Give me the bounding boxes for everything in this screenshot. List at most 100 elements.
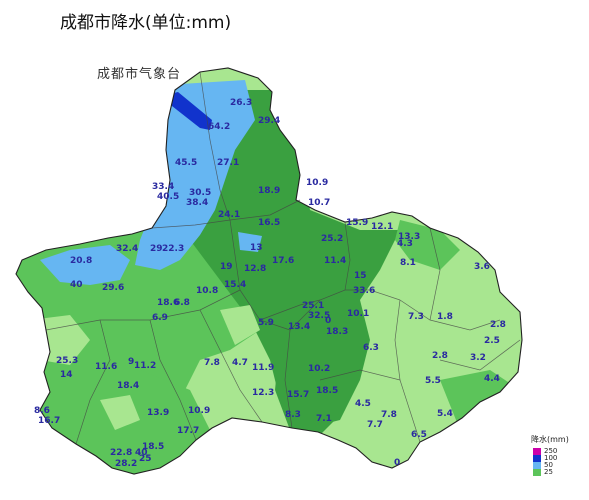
legend-swatch	[533, 469, 541, 476]
station-rainfall-label: 18.5	[142, 442, 165, 452]
station-rainfall-label: 32.5	[308, 311, 331, 321]
moderate-rain-area-east	[395, 220, 460, 270]
station-rainfall-label: 16.5	[258, 218, 281, 228]
station-rainfall-label: 28.2	[115, 459, 138, 469]
station-rainfall-label: 29.4	[258, 116, 281, 126]
station-rainfall-label: 2.8	[432, 351, 448, 361]
station-rainfall-label: 25.1	[302, 301, 325, 311]
rainstorm-patch-center	[238, 232, 262, 252]
moderate-rain-area-south	[60, 370, 210, 474]
legend-value: 250	[544, 447, 558, 455]
station-rainfall-label: 25	[139, 454, 152, 464]
station-rainfall-label: 0	[394, 458, 401, 468]
station-rainfall-label: 13.4	[288, 322, 311, 332]
light-rain-patch-2	[100, 395, 140, 430]
station-rainfall-label: 4.5	[355, 399, 371, 409]
station-rainfall-label: 2.8	[490, 320, 506, 330]
station-rainfall-label: 29	[150, 244, 163, 254]
station-rainfall-label: 12.1	[371, 222, 394, 232]
station-rainfall-label: 19	[220, 262, 233, 272]
station-rainfall-label: 22.8	[110, 448, 133, 458]
station-rainfall-label: 5.4	[437, 409, 453, 419]
station-rainfall-label: 5.5	[425, 376, 441, 386]
station-rainfall-label: 10.2	[308, 364, 331, 374]
station-rainfall-label: 3.6	[474, 262, 490, 272]
light-rain-patch-3	[220, 305, 260, 345]
station-rainfall-label: 40	[70, 280, 83, 290]
station-rainfall-label: 10.7	[308, 198, 331, 208]
station-rainfall-label: 3.2	[470, 353, 486, 363]
station-rainfall-label: 18.9	[258, 186, 281, 196]
station-rainfall-label: 12.3	[252, 388, 275, 398]
station-rainfall-label: 0	[325, 316, 332, 326]
station-rainfall-label: 11.2	[134, 361, 157, 371]
legend-title: 降水(mm)	[531, 435, 569, 444]
legend-swatch	[533, 455, 541, 462]
legend-value: 100	[544, 454, 558, 462]
station-rainfall-label: 18.3	[326, 327, 349, 337]
agency-label: 成都市气象台	[97, 67, 182, 82]
station-rainfall-label: 11.9	[252, 363, 275, 373]
legend-swatch	[533, 462, 541, 469]
station-rainfall-label: 7.1	[316, 414, 332, 424]
station-rainfall-label: 13.3	[398, 232, 421, 242]
station-rainfall-label: 38.4	[186, 198, 209, 208]
station-rainfall-label: 33.4	[152, 182, 175, 192]
station-rainfall-label: 29.6	[102, 283, 125, 293]
legend: 降水(mm) 250 100 50 25	[531, 434, 577, 480]
station-rainfall-label: 10.9	[188, 406, 211, 416]
station-rainfall-label: 8.1	[400, 258, 416, 268]
station-rainfall-label: 4.7	[232, 358, 248, 368]
station-rainfall-label: 16.7	[38, 416, 61, 426]
station-rainfall-label: 22.3	[162, 244, 185, 254]
station-rainfall-label: 64.2	[208, 122, 231, 132]
station-rainfall-label: 10.8	[196, 286, 219, 296]
station-rainfall-label: 4.4	[484, 374, 500, 384]
station-rainfall-label: 40.5	[157, 192, 180, 202]
station-rainfall-label: 6.8	[174, 298, 190, 308]
station-rainfall-label: 4.3	[397, 239, 413, 249]
station-rainfall-label: 24.1	[218, 210, 241, 220]
station-rainfall-label: 8.3	[285, 410, 301, 420]
station-rainfall-label: 20.8	[70, 256, 93, 266]
station-rainfall-label: 17.7	[177, 426, 200, 436]
station-rainfall-label: 11.4	[324, 256, 347, 266]
station-rainfall-label: 26.3	[230, 98, 253, 108]
station-rainfall-label: 6.5	[411, 430, 427, 440]
station-rainfall-label: 10.1	[347, 309, 370, 319]
station-rainfall-label: 18.4	[117, 381, 140, 391]
station-rainfall-label: 18.6	[157, 298, 180, 308]
station-rainfall-label: 8.6	[34, 406, 50, 416]
station-rainfall-label: 7.7	[367, 420, 383, 430]
city-outline	[15, 67, 523, 475]
legend-value: 25	[544, 468, 553, 476]
station-rainfall-label: 1.8	[437, 312, 453, 322]
station-rainfall-label: 6.3	[363, 343, 379, 353]
station-rainfall-label: 15.4	[224, 280, 247, 290]
station-rainfall-label: 6.9	[152, 313, 168, 323]
legend-swatch	[533, 448, 541, 455]
station-rainfall-label: 40	[135, 448, 148, 458]
rainstorm-area-west	[40, 245, 130, 285]
heavy-rainstorm-strip	[170, 92, 212, 130]
station-rainfall-label: 12.8	[244, 264, 267, 274]
station-rainfall-label: 9	[128, 357, 135, 367]
station-rainfall-label: 30.5	[189, 188, 212, 198]
legend-value: 50	[544, 461, 553, 469]
station-rainfall-label: 17.6	[272, 256, 295, 266]
station-rainfall-label: 13	[250, 243, 263, 253]
station-rainfall-label: 15.7	[287, 390, 310, 400]
moderate-rain-area-center	[275, 330, 350, 435]
station-rainfall-label: 7.3	[408, 312, 424, 322]
station-rainfall-label: 13.9	[147, 408, 170, 418]
station-rainfall-label: 45.5	[175, 158, 198, 168]
map-title: 成都市降水(单位:mm)	[60, 13, 232, 33]
station-rainfall-label: 25.2	[321, 234, 344, 244]
station-rainfall-label: 25.3	[56, 356, 79, 366]
station-rainfall-label: 2.5	[484, 336, 500, 346]
station-rainfall-label: 18.5	[316, 386, 339, 396]
station-rainfall-label: 10.9	[306, 178, 329, 188]
